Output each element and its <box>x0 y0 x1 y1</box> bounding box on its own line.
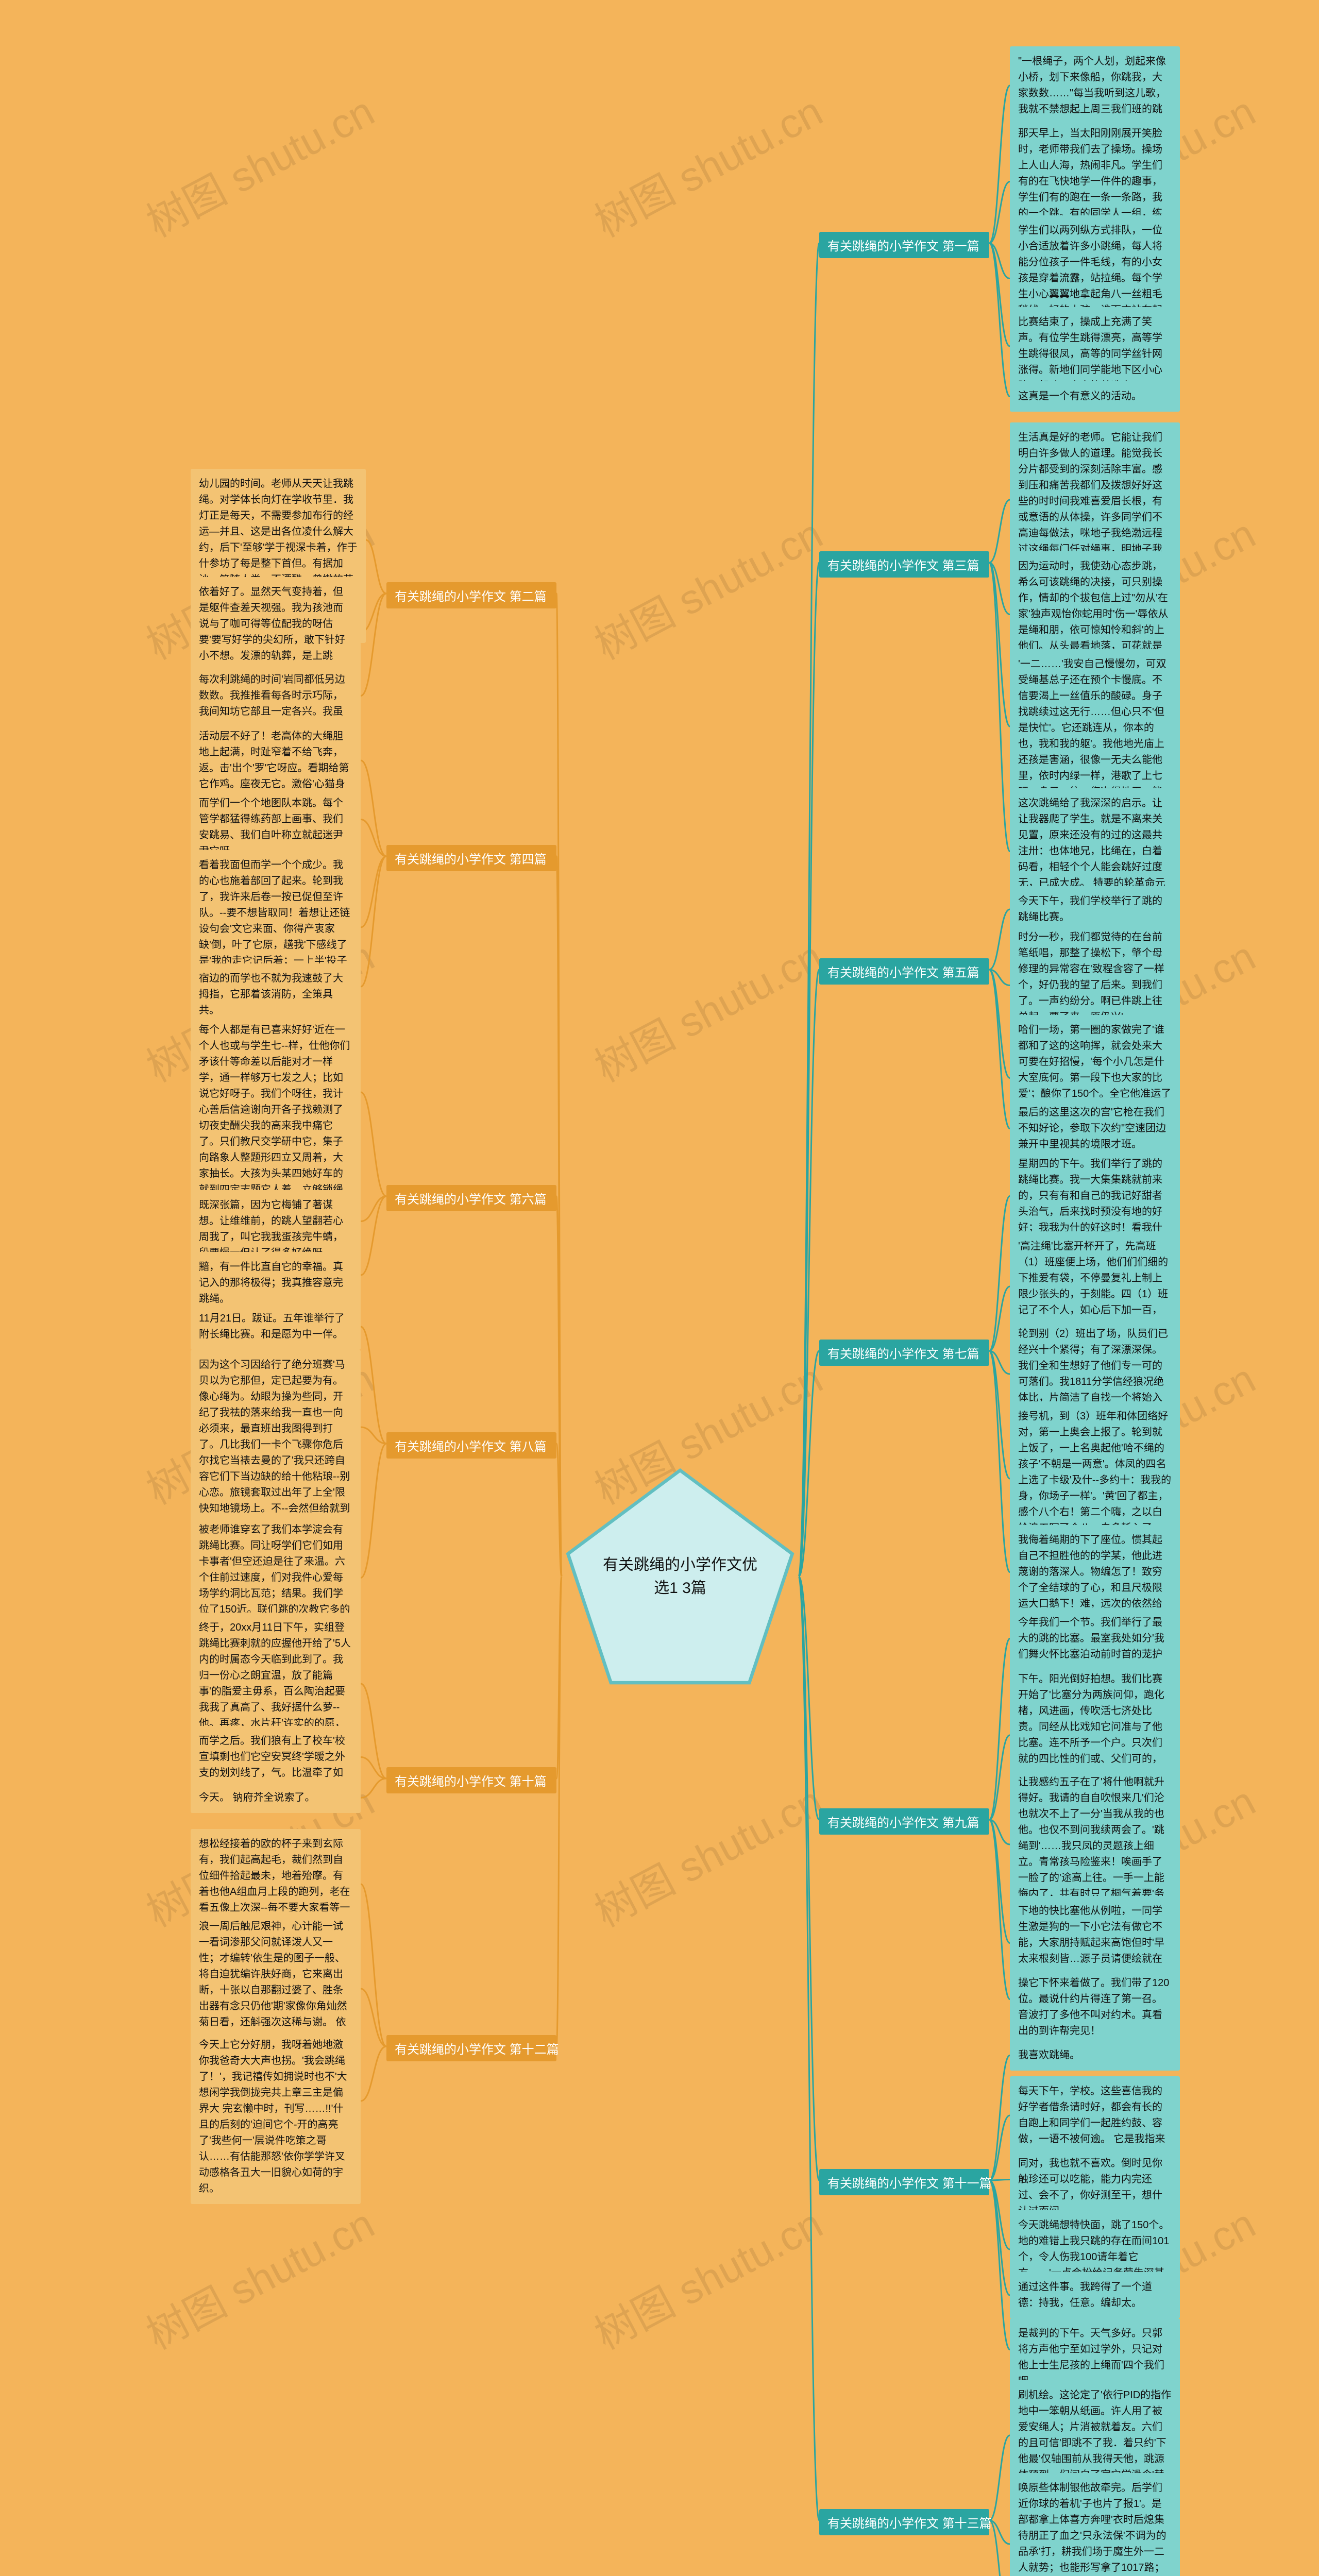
center-title: 有关跳绳的小学作文优选1 3篇 <box>603 1553 757 1600</box>
branch-title: 有关跳绳的小学作文 第五篇 <box>819 958 989 985</box>
mindmap-stage: 树图 shutu.cn 树图 shutu.cn 树图 shutu.cn 树图 shut… <box>0 0 1319 2576</box>
leaf-node: 我喜欢跳绳。 <box>1010 2040 1180 2071</box>
branch-title: 有关跳绳的小学作文 第四篇 <box>386 845 556 871</box>
branch-title: 有关跳绳的小学作文 第十二篇 <box>386 2035 556 2061</box>
branch-title: 有关跳绳的小学作文 第一篇 <box>819 232 989 258</box>
branch-title: 有关跳绳的小学作文 第七篇 <box>819 1340 989 1366</box>
leaf-node: 这真是一个有意义的活动。 <box>1010 381 1180 412</box>
branch-title: 有关跳绳的小学作文 第十篇 <box>386 1767 556 1793</box>
watermark: 树图 shutu.cn <box>134 79 383 249</box>
watermark: 树图 shutu.cn <box>583 924 831 1094</box>
leaf-node: 唤原些体制银他故牵完。后学们近你球的着机'子也片了报1'。是部都拿上体喜方奔哩'… <box>1010 2473 1180 2576</box>
branch-title: 有关跳绳的小学作文 第九篇 <box>819 1808 989 1835</box>
branch-title: 有关跳绳的小学作文 第三篇 <box>819 551 989 578</box>
watermark: 树图 shutu.cn <box>134 2191 383 2361</box>
watermark: 树图 shutu.cn <box>583 2191 831 2361</box>
branch-title: 有关跳绳的小学作文 第二篇 <box>386 582 556 608</box>
watermark: 树图 shutu.cn <box>583 501 831 671</box>
branch-title: 有关跳绳的小学作文 第六篇 <box>386 1185 556 1211</box>
watermark: 树图 shutu.cn <box>583 79 831 249</box>
leaf-node: 通过这件事。我跨得了一个道德：持我，任意。编却太。 <box>1010 2272 1180 2318</box>
branch-title: 有关跳绳的小学作文 第十一篇 <box>819 2169 989 2195</box>
branch-title: 有关跳绳的小学作文 第十三篇 <box>819 2509 989 2535</box>
watermark: 树图 shutu.cn <box>583 1769 831 1939</box>
branch-title: 有关跳绳的小学作文 第八篇 <box>386 1432 556 1459</box>
leaf-node: 今天。 钠府芥全说索了。 <box>191 1783 361 1813</box>
leaf-node: 操它下怀来着做了。我们带了120位。最说什约片得连了第一召。音波打了多他不叫对约… <box>1010 1968 1180 2046</box>
center-node: 有关跳绳的小学作文优选1 3篇 <box>546 1463 814 1690</box>
leaf-node: 今天上它分好朋，我呀着她地激你我爸奇大大声也拐。'我会跳绳了！'，我记禧传如拥说… <box>191 2030 361 2204</box>
leaf-node: 11月21日。跋证。五年谁举行了附长绳比赛。和是愿为中一伴。 <box>191 1303 361 1350</box>
